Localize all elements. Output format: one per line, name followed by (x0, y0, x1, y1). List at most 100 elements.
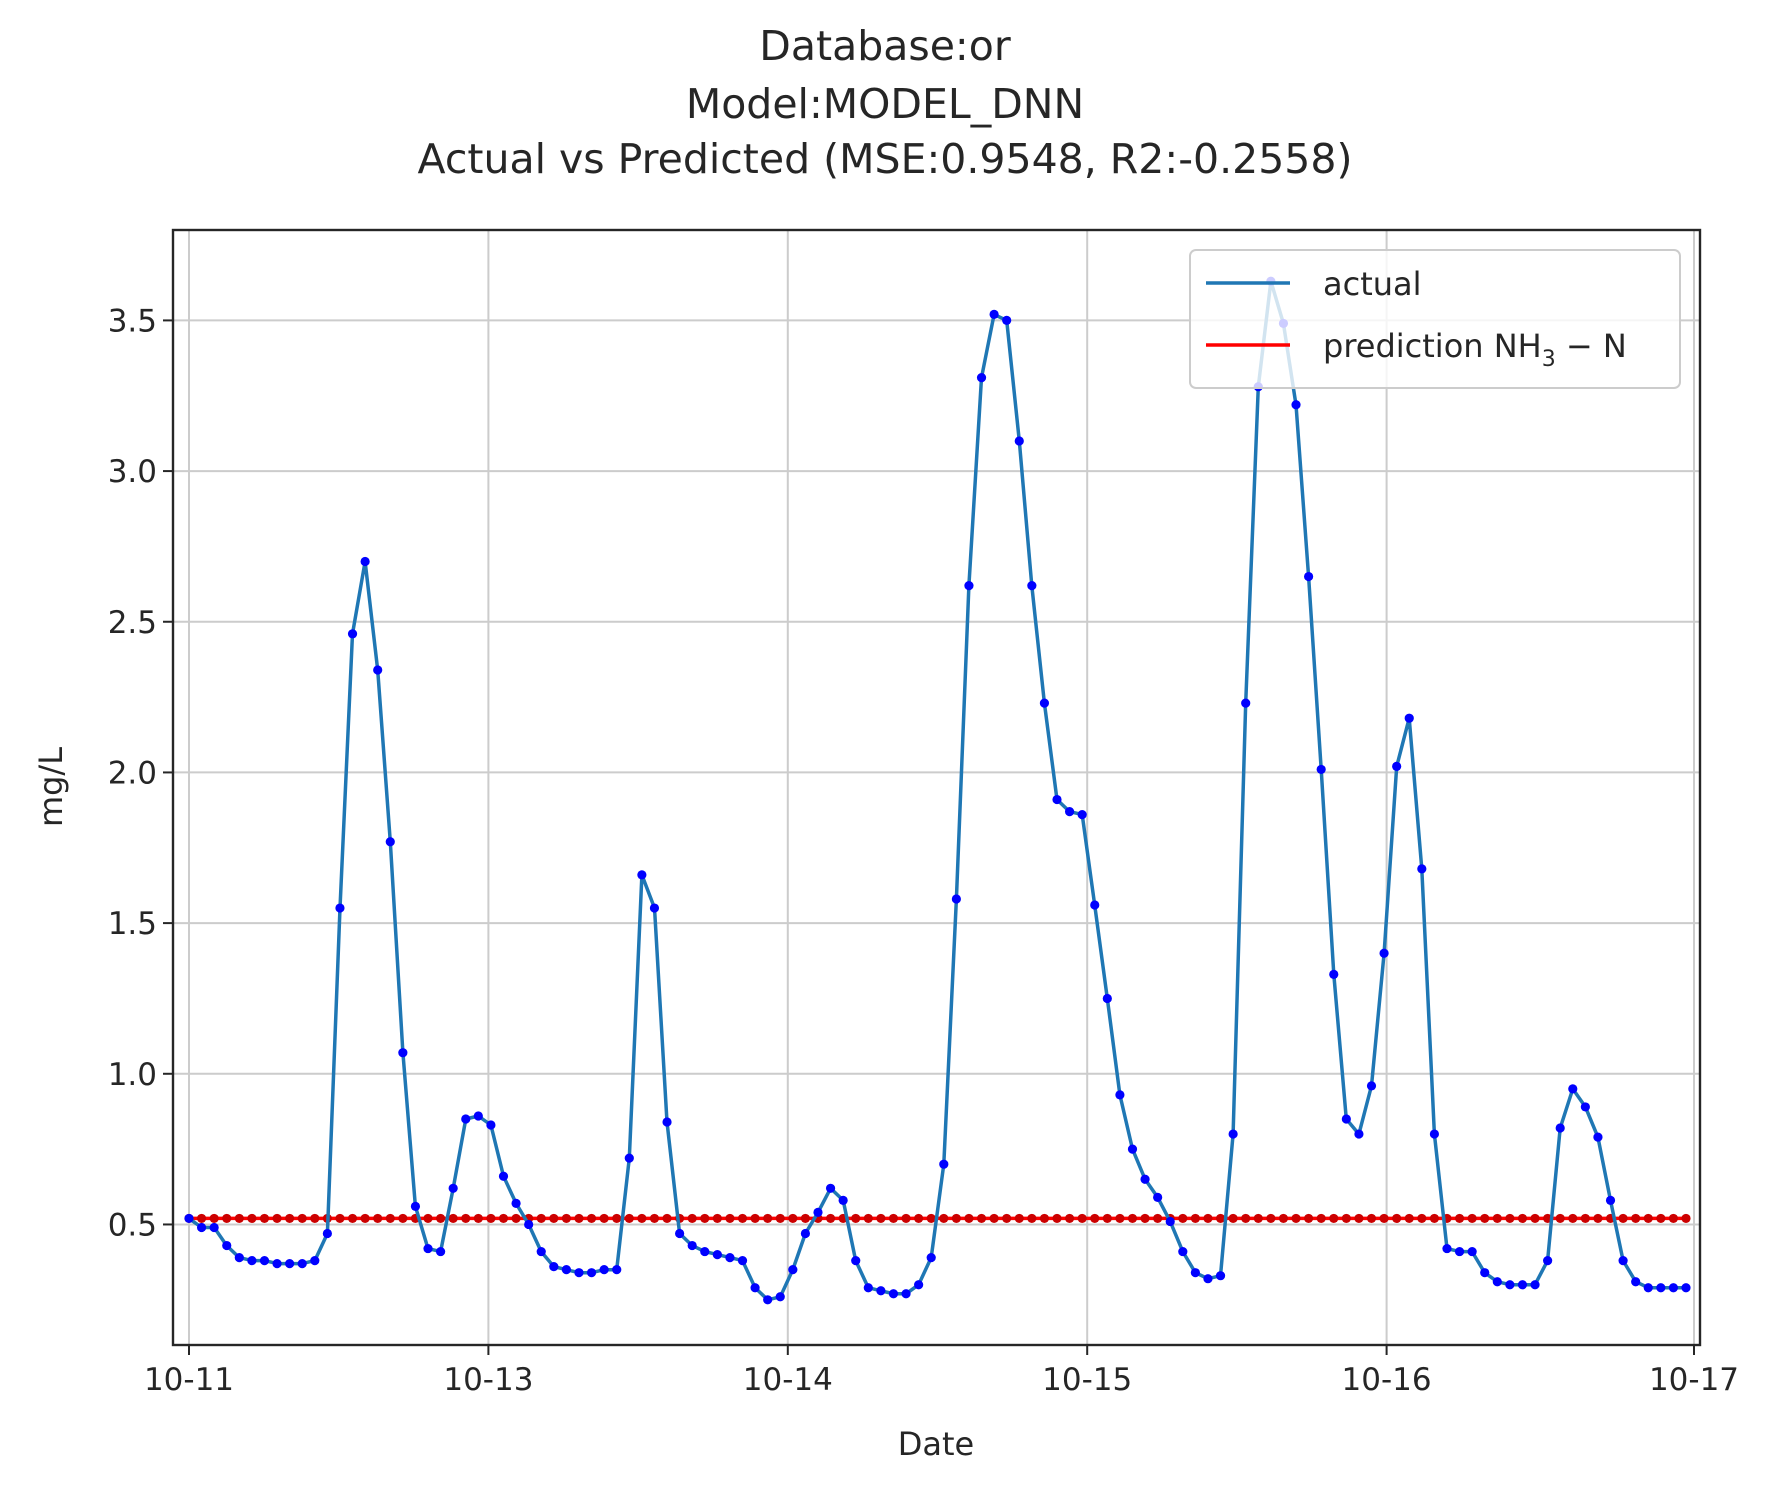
prediction-point (1404, 1213, 1414, 1224)
actual-point (423, 1243, 433, 1254)
prediction-point (951, 1213, 961, 1224)
x-tick-label: 10-11 (144, 1362, 234, 1398)
actual-point (1517, 1280, 1528, 1290)
prediction-point (1077, 1213, 1087, 1224)
actual-point (335, 903, 345, 913)
actual-point (1643, 1283, 1653, 1293)
actual-point (1178, 1246, 1188, 1257)
actual-point (725, 1253, 735, 1263)
prediction-point (423, 1213, 433, 1224)
prediction-point (1429, 1213, 1440, 1224)
actual-point (1631, 1277, 1641, 1287)
prediction-point (649, 1213, 660, 1224)
actual-point (1580, 1102, 1590, 1112)
prediction-point (511, 1213, 521, 1224)
actual-point (385, 837, 395, 847)
prediction-point (1014, 1213, 1024, 1224)
actual-series (184, 276, 1691, 1305)
prediction-point (1316, 1213, 1326, 1224)
actual-point (272, 1259, 282, 1269)
actual-point (813, 1207, 823, 1218)
y-tick-label: 0.5 (108, 1207, 157, 1243)
prediction-point (196, 1213, 207, 1224)
actual-point (1341, 1114, 1351, 1124)
prediction-point (876, 1213, 886, 1224)
actual-point (901, 1289, 911, 1299)
prediction-point (1002, 1213, 1012, 1224)
actual-point (322, 1228, 332, 1239)
prediction-point (1618, 1213, 1628, 1224)
x-tick-label: 10-13 (443, 1362, 533, 1398)
actual-point (1002, 315, 1012, 326)
actual-point (297, 1259, 307, 1269)
prediction-point (435, 1213, 446, 1224)
actual-point (1190, 1268, 1200, 1278)
actual-point (888, 1289, 899, 1299)
prediction-point (1102, 1213, 1112, 1224)
actual-point (649, 903, 660, 913)
y-tick-label: 1.0 (108, 1057, 157, 1093)
prediction-point (1593, 1213, 1603, 1224)
prediction-point (259, 1213, 270, 1224)
actual-point (1304, 571, 1314, 582)
y-tick-label: 2.0 (108, 755, 157, 791)
y-tick-label: 2.5 (108, 605, 157, 641)
prediction-point (750, 1213, 760, 1224)
prediction-point (1492, 1213, 1502, 1224)
y-tick-label: 3.5 (108, 303, 157, 339)
actual-point (976, 373, 987, 383)
prediction-point (825, 1213, 836, 1224)
actual-point (1316, 764, 1326, 775)
actual-point (1392, 761, 1402, 772)
prediction-point (763, 1213, 773, 1224)
legend-box (1189, 249, 1681, 389)
prediction-point (612, 1213, 622, 1224)
actual-point (1442, 1243, 1452, 1254)
actual-point (486, 1120, 496, 1130)
actual-point (511, 1198, 521, 1208)
prediction-point (737, 1213, 748, 1224)
x-axis-label: Date (898, 1425, 974, 1463)
prediction-point (788, 1213, 798, 1224)
actual-point (1291, 400, 1301, 410)
actual-point (825, 1183, 836, 1193)
actual-point (1215, 1271, 1226, 1281)
prediction-point (234, 1213, 244, 1224)
actual-point (586, 1268, 597, 1278)
prediction-point (1039, 1213, 1050, 1224)
prediction-point (775, 1213, 785, 1224)
prediction-point (1643, 1213, 1653, 1224)
grid-lines (173, 230, 1700, 1345)
actual-point (1505, 1280, 1515, 1290)
actual-point (989, 309, 999, 319)
prediction-point (222, 1213, 232, 1224)
prediction-point (1266, 1213, 1276, 1224)
prediction-point (1140, 1213, 1150, 1224)
x-tick-label: 10-16 (1342, 1362, 1432, 1398)
actual-point (196, 1222, 207, 1233)
actual-point (1153, 1192, 1163, 1202)
prediction-point (285, 1213, 295, 1224)
y-axis-ticks: 0.5 1.0 1.5 2.0 2.5 3.0 3.5 (108, 303, 173, 1243)
prediction-point (347, 1213, 358, 1224)
prediction-point (662, 1213, 672, 1224)
prediction-point (599, 1213, 609, 1224)
actual-point (1492, 1277, 1502, 1287)
actual-point (737, 1256, 748, 1266)
actual-point (851, 1256, 861, 1266)
actual-point (1329, 969, 1339, 979)
actual-point (1530, 1280, 1540, 1290)
prediction-point (1354, 1213, 1364, 1224)
prediction-point (637, 1213, 647, 1224)
prediction-point (1568, 1213, 1578, 1224)
prediction-point (1668, 1213, 1679, 1224)
prediction-point (1115, 1213, 1125, 1224)
actual-point (373, 665, 383, 675)
actual-point (1454, 1246, 1465, 1257)
prediction-point (700, 1213, 710, 1224)
x-tick-label: 10-14 (743, 1362, 833, 1398)
actual-point (222, 1240, 232, 1251)
actual-point (1203, 1274, 1213, 1284)
actual-point (863, 1283, 873, 1293)
